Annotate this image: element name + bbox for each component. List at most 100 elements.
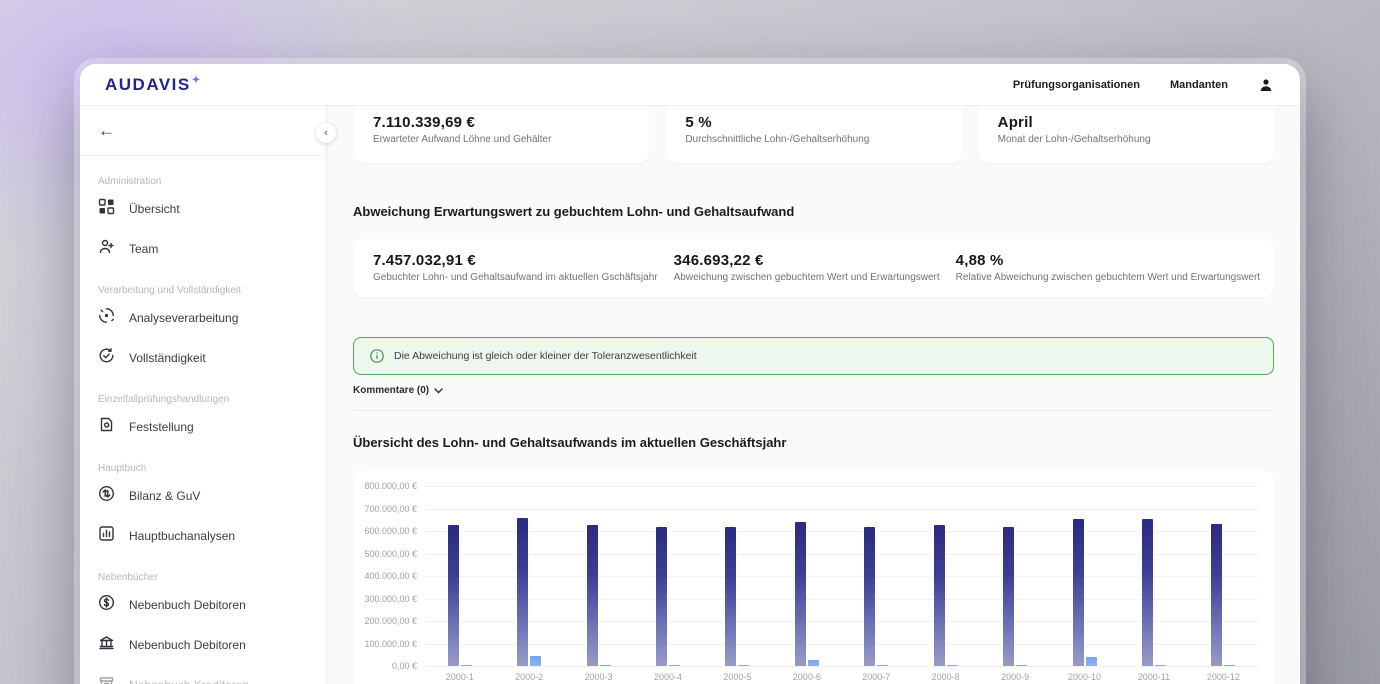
sidebar-item-nebenbuch-debitoren[interactable]: Nebenbuch Debitoren: [80, 585, 326, 625]
nav-mandanten[interactable]: Mandanten: [1169, 78, 1228, 91]
y-axis-tick-label: 400.000,00 €: [364, 571, 417, 581]
y-axis-tick-label: 200.000,00 €: [364, 616, 417, 626]
metric-value: 7.110.339,69 €: [373, 114, 476, 131]
sidebar-sections: Administration Übersicht Team Verarbeitung …: [80, 156, 326, 684]
sidebar-section-label: Administration: [98, 176, 162, 187]
bar-haben-2000-6[interactable]: [807, 660, 819, 666]
metric-card: 346.693,22 € Abweichung zwischen gebuchte…: [674, 252, 940, 283]
abweichung-metric-card: 7.457.032,91 € Gebuchter Lohn- und Gehalt…: [353, 239, 1274, 297]
x-axis-tick-label: 2000-12: [1206, 672, 1240, 682]
bar-soll-2000-7[interactable]: [864, 526, 876, 666]
y-axis-tick-label: 0,00 €: [391, 661, 417, 671]
comments-toggle[interactable]: Kommentare (0): [353, 385, 1274, 396]
gridline: [425, 486, 1258, 487]
y-axis-tick-label: 500.000,00 €: [364, 548, 417, 559]
y-axis-tick-label: 100.000,00 €: [364, 638, 417, 649]
sidebar-item-label: Bilanz & GuV: [129, 489, 201, 503]
sidebar-item-vollständigkeit[interactable]: Vollständigkeit: [80, 338, 326, 378]
x-axis-tick-label: 2000-1: [445, 672, 474, 682]
sidebar-item-team[interactable]: Team: [80, 229, 326, 269]
metric-label: Relative Abweichung zwischen gebuchtem W…: [955, 272, 1261, 283]
sidebar-collapse-button[interactable]: ‹: [316, 123, 336, 143]
bar-haben-2000-4[interactable]: [668, 664, 680, 666]
metric-label: Monat der Lohn-/Gehaltserhöhung: [997, 134, 1151, 145]
sidebar-section-label: Einzelfallprüfungshandlungen: [98, 394, 230, 405]
metric-value: 346.693,22 €: [673, 252, 764, 269]
bar-group-2000-4: [633, 486, 702, 666]
sidebar-item-feststellung[interactable]: Feststellung: [80, 407, 326, 447]
balance-circle-icon: [98, 485, 115, 507]
metric-value: 7.457.032,91 €: [373, 252, 476, 269]
comments-label: Kommentare (0): [353, 385, 430, 396]
x-axis-tick-label: 2000-3: [584, 672, 613, 682]
sidebar: ← ‹ Administration Übersicht Team Verarbeit…: [80, 106, 336, 684]
bar-soll-2000-5[interactable]: [725, 526, 737, 666]
tolerance-success-alert: Die Abweichung ist gleich oder kleiner d…: [353, 337, 1274, 375]
bar-soll-2000-8[interactable]: [933, 525, 945, 666]
bar-haben-2000-10[interactable]: [1085, 657, 1097, 666]
x-axis-tick-label: 2000-5: [723, 672, 752, 682]
info-circle-icon: [370, 349, 384, 363]
sidebar-item-label: Vollständigkeit: [129, 351, 206, 365]
app-body: ← ‹ Administration Übersicht Team Verarbeit…: [80, 106, 1300, 684]
gridline: [425, 621, 1258, 622]
bar-soll-2000-9[interactable]: [1003, 526, 1015, 666]
bar-soll-2000-2[interactable]: [517, 517, 529, 666]
top-metric-row: 7.110.339,69 € Erwarteter Aufwand Löhne u…: [353, 106, 1274, 163]
bar-group-2000-10: [1050, 486, 1119, 666]
gridline: [425, 531, 1258, 532]
metric-card: 5 % Durchschnittliche Lohn-/Gehaltserhöhu…: [665, 106, 962, 163]
sidebar-item-label: Feststellung: [129, 420, 194, 434]
bar-soll-2000-3[interactable]: [586, 525, 598, 666]
chart-section-title: Übersicht des Lohn- und Gehaltsaufwands …: [353, 435, 787, 450]
sidebar-item-nebenbuch-debitoren[interactable]: Nebenbuch Debitoren: [80, 625, 326, 665]
metric-label: Erwarteter Aufwand Löhne und Gehälter: [373, 134, 552, 145]
nav-pruefungsorganisationen[interactable]: Prüfungsorganisationen: [1012, 78, 1140, 91]
person-icon[interactable]: [1258, 77, 1274, 93]
bar-haben-2000-7[interactable]: [877, 664, 889, 666]
chevron-down-icon: [434, 387, 443, 393]
x-axis-tick-label: 2000-11: [1137, 672, 1171, 682]
y-axis-tick-label: 600.000,00 €: [364, 526, 417, 536]
sidebar-item-label: Nebenbuch Debitoren: [129, 638, 246, 652]
chart-plot-area: [425, 486, 1258, 667]
abweichung-section-title: Abweichung Erwartungswert zu gebuchtem L…: [353, 204, 795, 219]
bar-haben-2000-11[interactable]: [1154, 664, 1166, 666]
sidebar-section-label: Nebenbücher: [98, 572, 159, 583]
bar-group-2000-8: [911, 486, 980, 666]
bar-soll-2000-11[interactable]: [1141, 518, 1153, 666]
bar-haben-2000-5[interactable]: [738, 664, 750, 666]
sidebar-item-hauptbuchanalysen[interactable]: Hauptbuchanalysen: [80, 516, 326, 556]
bar-group-2000-11: [1119, 486, 1188, 666]
sidebar-item-label: Übersicht: [129, 202, 180, 216]
bar-soll-2000-4[interactable]: [655, 526, 667, 666]
metric-value: 4,88 %: [955, 252, 1004, 269]
x-axis-tick-label: 2000-7: [862, 672, 891, 682]
app-window: AUDAVIS✦ Prüfungsorganisationen Mandante…: [80, 64, 1300, 684]
sidebar-item-label: Nebenbuch Debitoren: [129, 598, 246, 612]
bar-soll-2000-1[interactable]: [447, 525, 459, 666]
ledger-chart-icon: [98, 525, 115, 547]
bar-haben-2000-8[interactable]: [946, 664, 958, 666]
sidebar-item-bilanz-&-guv[interactable]: Bilanz & GuV: [80, 476, 326, 516]
analysis-process-icon: [98, 307, 115, 329]
finding-document-icon: [98, 416, 115, 438]
back-arrow-icon[interactable]: ←: [98, 121, 115, 140]
bar-soll-2000-10[interactable]: [1072, 518, 1084, 666]
bar-haben-2000-2[interactable]: [530, 655, 542, 666]
x-axis-tick-label: 2000-9: [1001, 672, 1030, 682]
bar-soll-2000-6[interactable]: [794, 522, 806, 666]
bank-icon: [98, 634, 115, 656]
bar-haben-2000-9[interactable]: [1016, 664, 1028, 666]
bar-soll-2000-12[interactable]: [1211, 524, 1223, 666]
x-axis-tick-label: 2000-4: [653, 672, 682, 682]
bar-group-2000-3: [564, 486, 633, 666]
bar-haben-2000-1[interactable]: [460, 664, 472, 666]
sidebar-item-analyseverarbeitung[interactable]: Analyseverarbeitung: [80, 298, 326, 338]
person-add-icon: [98, 238, 115, 260]
bar-haben-2000-12[interactable]: [1224, 664, 1236, 666]
sidebar-item-übersicht[interactable]: Übersicht: [80, 189, 326, 229]
bar-haben-2000-3[interactable]: [599, 664, 611, 666]
sidebar-item-nebenbuch-kreditoren[interactable]: Nebenbuch Kreditoren: [80, 665, 326, 684]
y-axis-tick-label: 300.000,00 €: [364, 593, 417, 604]
